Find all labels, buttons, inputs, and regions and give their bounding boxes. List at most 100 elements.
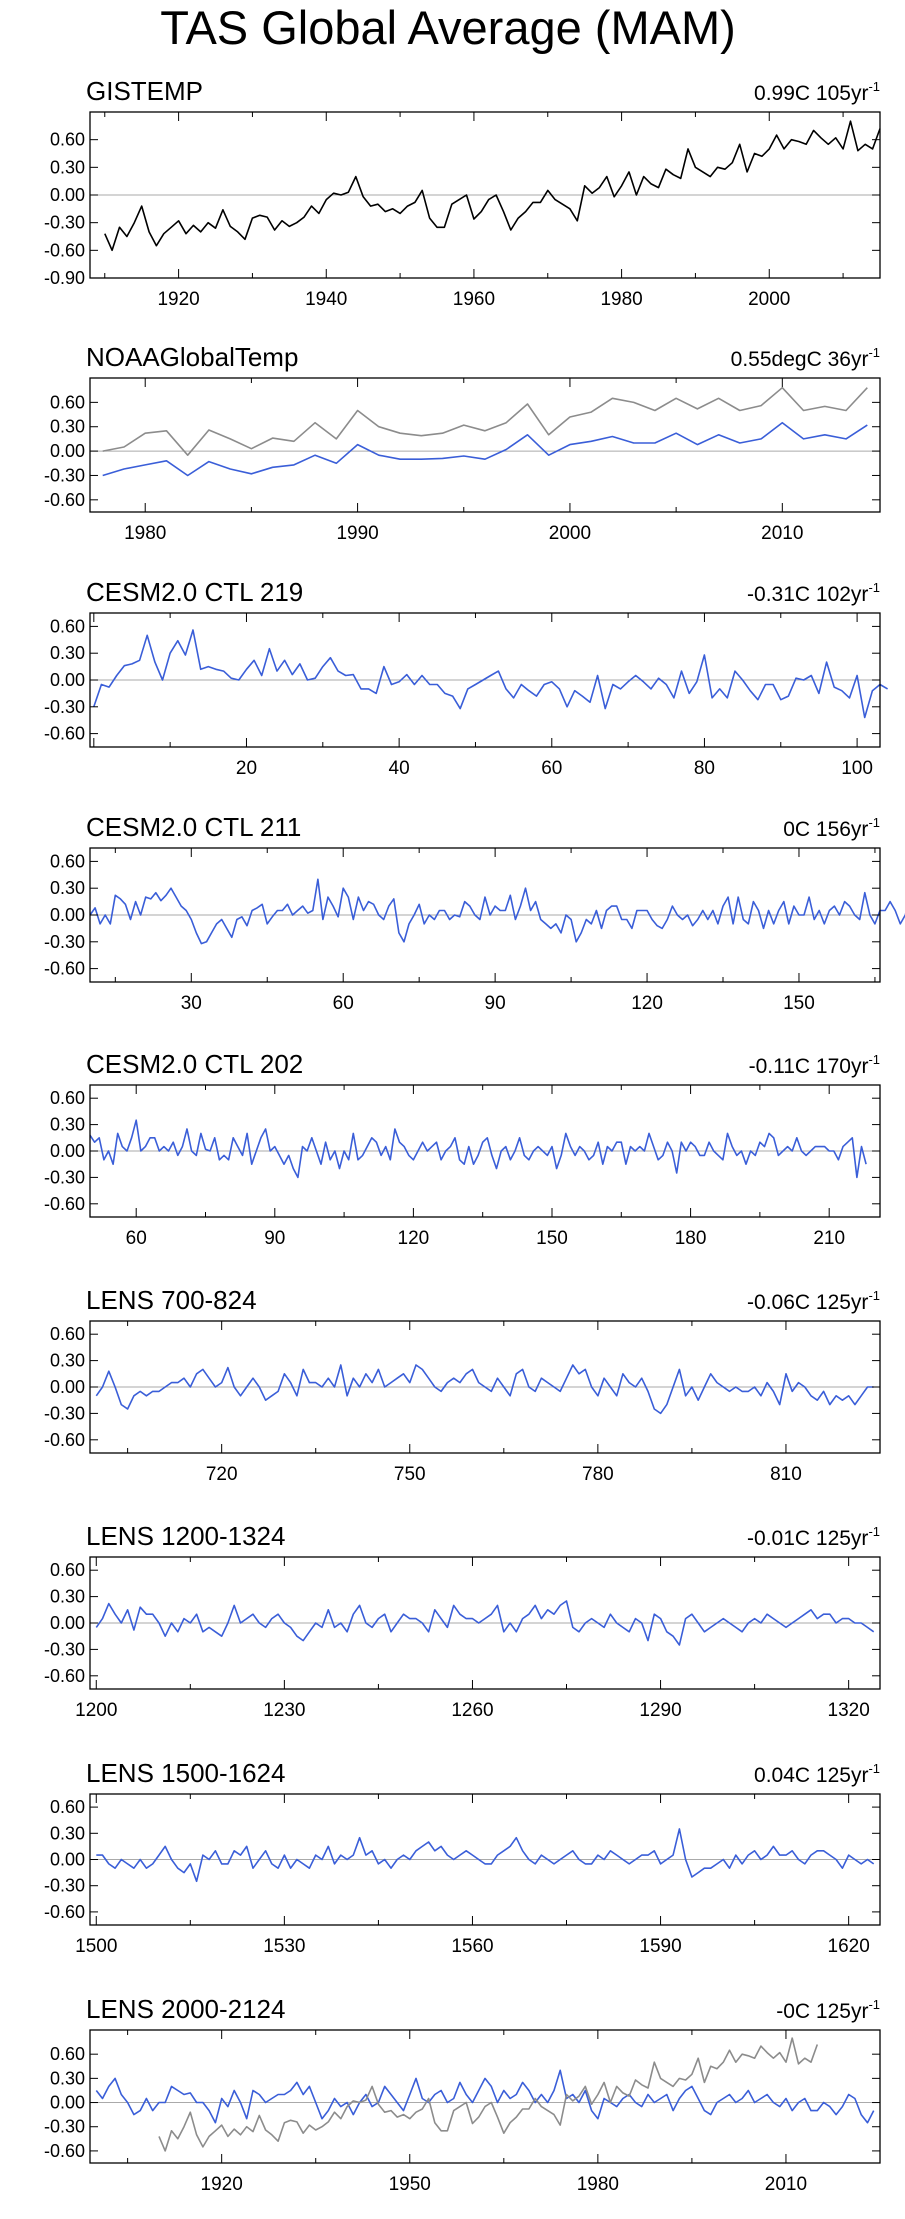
ytick-label: -0.60 <box>44 1430 85 1450</box>
ytick-label: 0.30 <box>50 2068 85 2088</box>
panel-stat: -0C 125yr-1 <box>776 1997 880 2023</box>
series-line-0 <box>95 1364 874 1415</box>
series-line-0 <box>89 878 905 945</box>
panel-title: LENS 1500-1624 <box>86 1758 285 1788</box>
ytick-label: 0.60 <box>50 616 85 636</box>
panel-stat: -0.01C 125yr-1 <box>747 1524 880 1550</box>
ytick-label: 0.00 <box>50 1377 85 1397</box>
panel-title: LENS 2000-2124 <box>86 1994 285 2024</box>
series-line-0 <box>102 386 868 457</box>
xtick-label: 120 <box>398 1228 430 1249</box>
xtick-label: 1530 <box>263 1936 305 1957</box>
ytick-label: -0.60 <box>44 959 85 979</box>
ytick-label: -0.60 <box>44 1194 85 1214</box>
panel-title: CESM2.0 CTL 219 <box>86 577 303 607</box>
ytick-label: 0.60 <box>50 392 85 412</box>
ytick-label: 0.00 <box>50 670 85 690</box>
ytick-label: -0.30 <box>44 1403 85 1423</box>
ytick-label: 0.00 <box>50 1613 85 1633</box>
panel-stat: 0.99C 105yr-1 <box>754 79 880 105</box>
xtick-label: 1940 <box>305 289 347 310</box>
xtick-label: 1500 <box>75 1936 117 1957</box>
series-line-0 <box>95 2069 875 2124</box>
xtick-label: 1920 <box>157 289 199 310</box>
panel-stat: -0.31C 102yr-1 <box>747 580 880 606</box>
xtick-label: 1290 <box>639 1700 681 1721</box>
ytick-label: 0.60 <box>50 1324 85 1344</box>
panel-stat-exponent: -1 <box>868 1997 880 2012</box>
xtick-label: 60 <box>333 993 354 1014</box>
ytick-label: -0.30 <box>44 697 85 717</box>
ytick-label: 0.30 <box>50 1351 85 1371</box>
series-line-0 <box>96 1828 875 1883</box>
panel-5: LENS 700-824 -0.06C 125yr-1 0.60 0.30 0.00 -0… <box>44 1285 881 1485</box>
xtick-label: 780 <box>582 1464 614 1485</box>
panel-stat-exponent: -1 <box>868 815 880 830</box>
panel-stat-exponent: -1 <box>868 345 880 360</box>
xtick-label: 60 <box>541 758 562 779</box>
xtick-label: 1980 <box>124 523 166 544</box>
panel-1: NOAAGlobalTemp 0.55degC 36yr-1 0.60 0.30 0.0… <box>44 342 881 544</box>
panel-3: CESM2.0 CTL 211 0C 156yr-1 0.60 0.30 0.00 -0.… <box>44 812 905 1014</box>
panel-0: GISTEMP 0.99C 105yr-1 0.60 0.30 0.00 -0.30 -0.… <box>44 76 881 310</box>
xtick-label: 80 <box>694 758 715 779</box>
xtick-label: 20 <box>236 758 257 779</box>
ytick-label: -0.90 <box>44 268 85 288</box>
ytick-label: 0.60 <box>50 1797 85 1817</box>
ytick-label: -0.60 <box>44 240 85 260</box>
panel-stat: 0.04C 125yr-1 <box>754 1761 880 1787</box>
xtick-label: 1200 <box>75 1700 117 1721</box>
ytick-label: -0.60 <box>44 724 85 744</box>
xtick-label: 150 <box>783 993 815 1014</box>
panels: GISTEMP 0.99C 105yr-1 0.60 0.30 0.00 -0.30 -0.… <box>44 76 905 2195</box>
ytick-label: 0.30 <box>50 1587 85 1607</box>
xtick-label: 1230 <box>263 1700 305 1721</box>
series-line-0 <box>95 1600 875 1646</box>
ytick-label: 0.60 <box>50 2044 85 2064</box>
xtick-label: 2000 <box>549 523 591 544</box>
panel-title: NOAAGlobalTemp <box>86 342 298 372</box>
ytick-label: 0.60 <box>50 130 85 150</box>
ytick-label: 0.00 <box>50 1850 85 1870</box>
series-line-0 <box>89 1119 867 1179</box>
panel-stat-exponent: -1 <box>868 1288 880 1303</box>
ytick-label: -0.60 <box>44 2141 85 2161</box>
ytick-label: 0.60 <box>50 851 85 871</box>
xtick-label: 750 <box>394 1464 426 1485</box>
xtick-label: 1980 <box>577 2174 619 2195</box>
xtick-label: 40 <box>389 758 410 779</box>
xtick-label: 30 <box>181 993 202 1014</box>
panel-title: LENS 700-824 <box>86 1285 257 1315</box>
xtick-label: 1990 <box>336 523 378 544</box>
xtick-label: 60 <box>126 1228 147 1249</box>
panel-title: LENS 1200-1324 <box>86 1521 285 1551</box>
ytick-label: -0.30 <box>44 932 85 952</box>
panel-stat-exponent: -1 <box>868 1052 880 1067</box>
panel-title: CESM2.0 CTL 202 <box>86 1049 303 1079</box>
xtick-label: 120 <box>631 993 663 1014</box>
xtick-label: 1960 <box>453 289 495 310</box>
xtick-label: 2010 <box>765 2174 807 2195</box>
plot-frame <box>89 377 881 513</box>
ytick-label: 0.00 <box>50 185 85 205</box>
ytick-label: 0.30 <box>50 643 85 663</box>
panel-stat-exponent: -1 <box>868 79 880 94</box>
xtick-label: 90 <box>264 1228 285 1249</box>
ytick-label: 0.30 <box>50 1115 85 1135</box>
series-line-1 <box>102 421 868 477</box>
ytick-label: 0.60 <box>50 1088 85 1108</box>
panel-6: LENS 1200-1324 -0.01C 125yr-1 0.60 0.30 0.00… <box>44 1521 881 1721</box>
xtick-label: 1590 <box>639 1936 681 1957</box>
xtick-label: 1980 <box>600 289 642 310</box>
ytick-label: -0.30 <box>44 465 85 485</box>
xtick-label: 1260 <box>451 1700 493 1721</box>
series-line-0 <box>93 629 889 719</box>
xtick-label: 810 <box>770 1464 802 1485</box>
panel-title: GISTEMP <box>86 76 203 106</box>
figure-title: TAS Global Average (MAM) <box>160 1 736 54</box>
xtick-label: 1920 <box>201 2174 243 2195</box>
ytick-label: 0.00 <box>50 441 85 461</box>
xtick-label: 100 <box>841 758 873 779</box>
panel-stat-exponent: -1 <box>868 1524 880 1539</box>
